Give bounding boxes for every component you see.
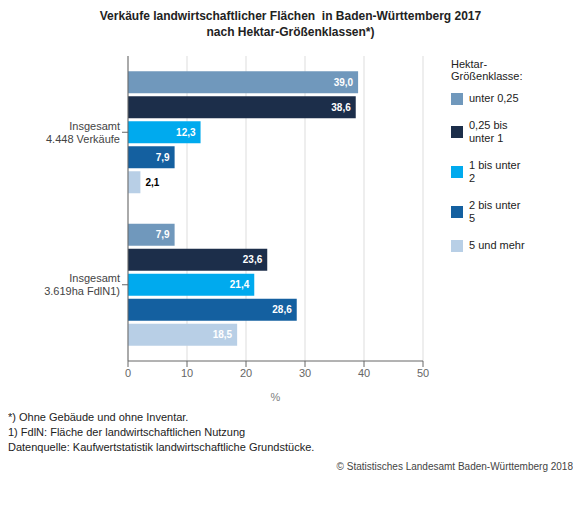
svg-text:Insgesamt3.619ha FdlN1): Insgesamt3.619ha FdlN1) — [44, 272, 120, 297]
svg-text:20: 20 — [240, 367, 252, 379]
html-text:5 und mehr: 5 und mehr — [469, 239, 525, 251]
svg-text:28,6: 28,6 — [272, 304, 292, 315]
svg-text:7,9: 7,9 — [156, 152, 170, 163]
html-text:nach Hektar-Größenklassen*): nach Hektar-Größenklassen*) — [206, 25, 375, 39]
svg-text:30: 30 — [299, 367, 311, 379]
svg-text:12,3: 12,3 — [176, 127, 196, 138]
html-text:© Statistisches Landesamt Bade: © Statistisches Landesamt Baden-Württemb… — [336, 461, 573, 472]
svg-text:%: % — [271, 391, 281, 403]
svg-text:Insgesamt4.448 Verkäufe: Insgesamt4.448 Verkäufe — [46, 120, 120, 145]
svg-text:23,6: 23,6 — [243, 254, 263, 265]
html-text:unter 0,25: unter 0,25 — [469, 92, 519, 104]
html-text:Hektar- Größenklasse:: Hektar- Größenklasse: — [451, 58, 523, 82]
html-text:1) FdlN: Fläche der landwirtsc: 1) FdlN: Fläche der landwirtschaftlichen… — [8, 426, 246, 438]
html-text:1 bis unter 2: 1 bis unter 2 — [469, 159, 521, 184]
svg-text:38,6: 38,6 — [331, 102, 351, 113]
svg-text:7,9: 7,9 — [156, 229, 170, 240]
html-text:0,25 bis unter 1: 0,25 bis unter 1 — [469, 119, 508, 144]
svg-text:39,0: 39,0 — [334, 77, 354, 88]
html-text:2 bis unter 5: 2 bis unter 5 — [469, 199, 521, 224]
svg-text:0: 0 — [125, 367, 131, 379]
html-text:Datenquelle: Kaufwertstatistik: Datenquelle: Kaufwertstatistik landwirts… — [8, 441, 315, 453]
svg-text:2,1: 2,1 — [145, 177, 159, 188]
html-text:Verkäufe landwirtschaftlicher: Verkäufe landwirtschaftlicher Flächen in… — [99, 9, 482, 23]
svg-text:50: 50 — [417, 367, 429, 379]
svg-text:18,5: 18,5 — [213, 329, 233, 340]
svg-text:40: 40 — [358, 367, 370, 379]
html-text:*) Ohne Gebäude und ohne Inven: *) Ohne Gebäude und ohne Inventar. — [8, 411, 189, 423]
svg-text:21,4: 21,4 — [230, 279, 250, 290]
svg-text:10: 10 — [181, 367, 193, 379]
